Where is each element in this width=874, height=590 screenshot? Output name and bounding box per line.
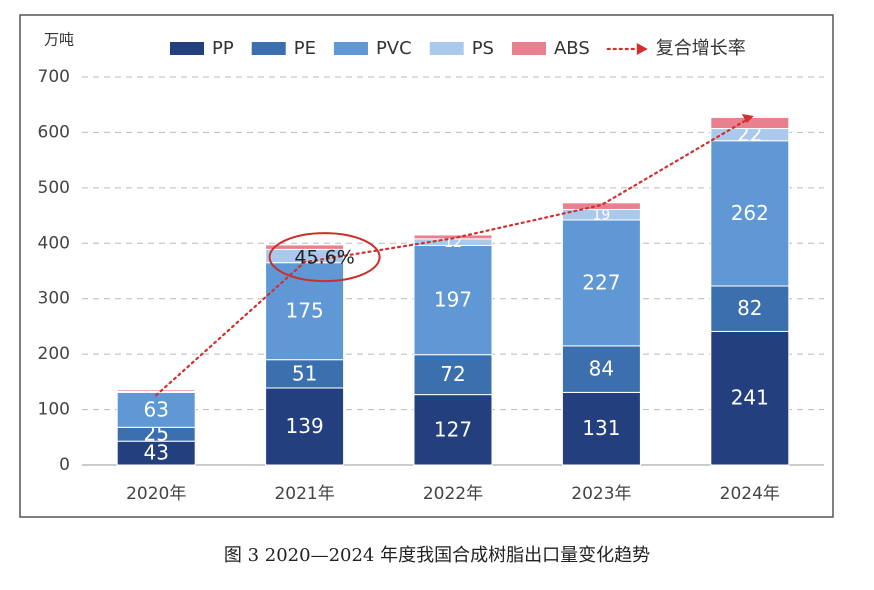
data-label: 139 [286, 414, 324, 438]
data-label: 51 [292, 361, 317, 385]
y-tick-label: 100 [38, 400, 70, 420]
legend-swatch [170, 42, 204, 55]
legend-swatch [429, 42, 464, 55]
x-tick-label: 2020年 [126, 484, 186, 504]
bar-segment [561, 202, 641, 210]
trend-arrow [741, 114, 754, 124]
bar-segment [265, 359, 345, 389]
data-label: 227 [582, 270, 620, 294]
bar-segment [265, 244, 345, 250]
annotation-ellipse [268, 232, 381, 283]
trend-line [155, 116, 751, 397]
data-label: 131 [582, 416, 620, 440]
legend-arrow [636, 43, 648, 55]
y-tick-label: 500 [38, 178, 70, 198]
data-label: 63 [143, 397, 168, 421]
legend-label: PVC [376, 38, 412, 59]
data-label: 82 [737, 296, 762, 320]
y-tick-label: 300 [38, 289, 70, 309]
bar-segment [116, 391, 196, 428]
y-tick-label: 0 [59, 455, 70, 475]
bar-segment [710, 285, 790, 332]
legend-swatch [333, 42, 368, 55]
data-label: 84 [589, 357, 614, 381]
bar-segment [710, 330, 790, 466]
x-tick-label: 2021年 [274, 484, 334, 504]
bar-segment [116, 389, 196, 392]
data-label: 127 [434, 417, 472, 441]
data-label: 72 [440, 362, 465, 386]
bar-segment [265, 387, 345, 466]
legend-label: 复合增长率 [656, 38, 746, 59]
x-tick-label: 2024年 [720, 484, 780, 504]
y-tick-label: 200 [38, 344, 70, 364]
data-label: 43 [143, 441, 168, 465]
legend-label: PE [294, 38, 316, 59]
bar-segment [413, 354, 493, 396]
data-label: 197 [434, 288, 472, 312]
bar-segment [561, 391, 641, 466]
y-axis-unit: 万吨 [44, 31, 74, 49]
data-label: 175 [286, 299, 324, 323]
data-label: 19 [592, 208, 610, 224]
legend-label: PS [472, 38, 494, 59]
bar-segment [710, 140, 790, 287]
x-tick-label: 2023年 [571, 484, 631, 504]
bar-segment [561, 345, 641, 393]
bar-segment [413, 394, 493, 466]
y-tick-label: 400 [38, 233, 70, 253]
legend-swatch [511, 42, 546, 55]
data-label: 262 [731, 201, 769, 225]
bar-segment [413, 245, 493, 356]
bar-segment [561, 219, 641, 347]
legend-label: ABS [554, 38, 590, 59]
legend-label: PP [212, 38, 234, 59]
legend-swatch [251, 42, 286, 55]
annotation: 45.6% [294, 247, 354, 269]
data-label: 241 [731, 386, 769, 410]
caption: 图 3 2020—2024 年度我国合成树脂出口量变化趋势 [224, 545, 650, 566]
y-tick-label: 700 [38, 67, 70, 87]
x-tick-label: 2022年 [423, 484, 483, 504]
y-tick-label: 600 [38, 122, 70, 142]
